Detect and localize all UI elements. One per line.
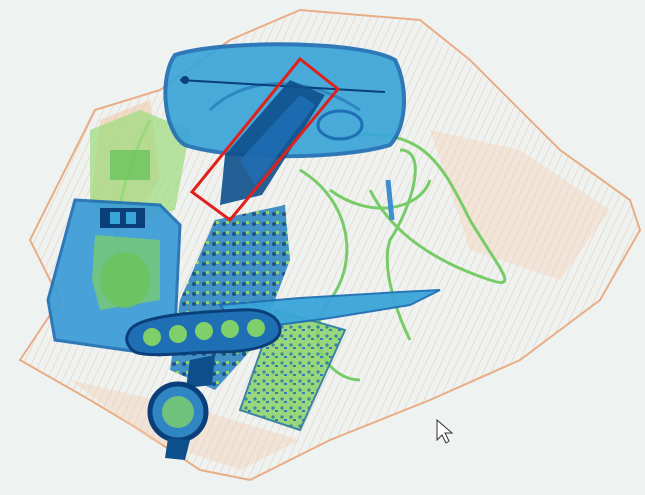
charger-block — [46, 198, 182, 357]
knife-handle-with-holes — [125, 308, 282, 357]
wristwatch — [147, 355, 215, 460]
detection-box — [189, 56, 341, 223]
threat-item-highlighted — [220, 80, 325, 205]
arrow-pointer-icon — [436, 418, 454, 444]
circuit-board — [90, 110, 190, 230]
